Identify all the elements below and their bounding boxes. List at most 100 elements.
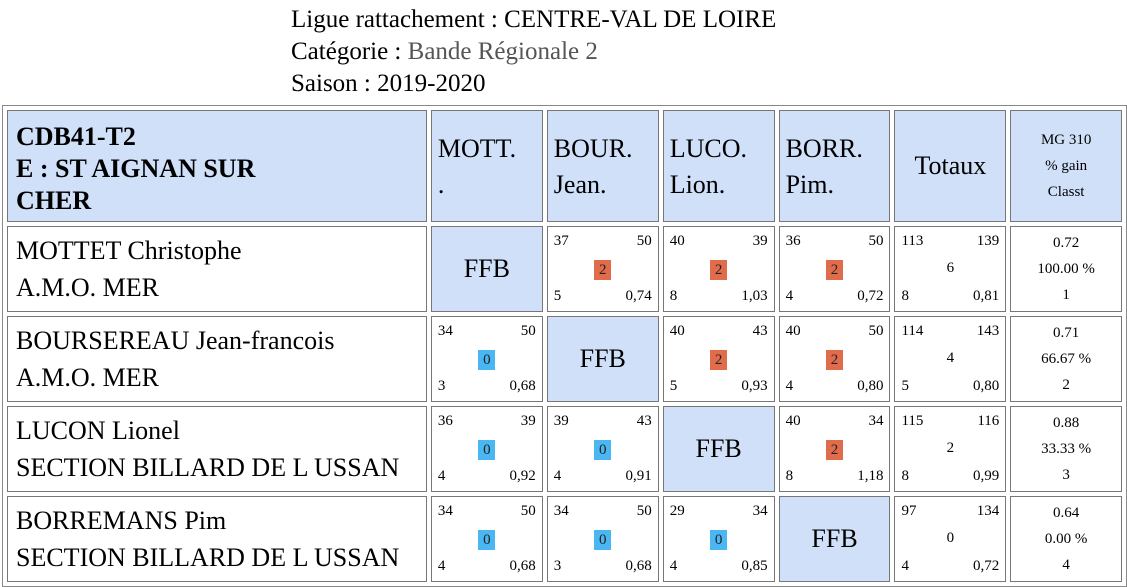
average: 0,68	[509, 558, 536, 574]
totals-cell: 115 116 2 8 0,99	[894, 406, 1007, 492]
total-points: 113	[901, 233, 924, 249]
average: 0,68	[509, 378, 536, 394]
points-scored: 39	[553, 413, 569, 429]
total-points: 114	[901, 323, 924, 339]
match-points-badge: 0	[478, 350, 496, 370]
mg-average: 0.71	[1053, 325, 1080, 341]
totaux-header: Totaux	[894, 110, 1007, 222]
totals-cell: 113 139 6 8 0,81	[894, 226, 1007, 312]
player-row: BOURSEREAU Jean-francois A.M.O. MER 34 50 0 3…	[7, 316, 1122, 402]
player-name: BORREMANS Pim	[16, 506, 227, 535]
match-cell: 34 50 0 3 0,68	[430, 316, 543, 402]
match-points-badge: 2	[826, 440, 844, 460]
mg-rank: 3	[1062, 467, 1070, 483]
match-cell: 36 50 2 4 0,72	[778, 226, 891, 312]
player-club: SECTION BILLARD DE L USSAN	[16, 453, 400, 482]
column-header-3: LUCO. Lion.	[662, 110, 775, 222]
mg-average: 0.88	[1053, 415, 1080, 431]
total-target: 134	[976, 503, 1000, 519]
match-cell: 29 34 0 4 0,85	[662, 496, 775, 582]
average: 0,74	[625, 288, 652, 304]
total-match-points: 2	[946, 440, 955, 456]
team-name-line-2: CHER	[16, 186, 92, 215]
total-target: 143	[976, 323, 1000, 339]
player-cell: LUCON Lionel SECTION BILLARD DE L USSAN	[7, 406, 427, 492]
player-row: MOTTET Christophe A.M.O. MER FFB 37 50 2 5 0,74…	[7, 226, 1122, 312]
mg-average: 0.72	[1053, 235, 1080, 251]
match-cell: 34 50 0 4 0,68	[430, 496, 543, 582]
mg-percent-gain: 0.00 %	[1044, 531, 1088, 547]
total-innings: 8	[901, 468, 909, 484]
ffb-cell: FFB	[430, 226, 543, 312]
categorie-line: Catégorie : Bande Régionale 2	[291, 36, 776, 68]
points-target: 39	[752, 233, 768, 249]
column-header-3-line-2: Lion.	[669, 170, 726, 199]
column-header-3-line-1: LUCO.	[669, 134, 747, 163]
points-target: 39	[520, 413, 536, 429]
innings: 4	[785, 378, 794, 394]
average: 1,03	[741, 288, 768, 304]
points-target: 34	[868, 413, 884, 429]
total-innings: 5	[901, 378, 909, 394]
ligue-label: Ligue rattachement :	[291, 6, 505, 33]
total-target: 139	[976, 233, 1000, 249]
points-target: 50	[520, 323, 536, 339]
match-cell: 37 50 2 5 0,74	[546, 226, 659, 312]
competition-header: Ligue rattachement : CENTRE-VAL DE LOIRE…	[291, 4, 776, 100]
player-cell: MOTTET Christophe A.M.O. MER	[7, 226, 427, 312]
points-scored: 40	[669, 323, 685, 339]
mg-cell: 0.64 0.00 % 4	[1010, 496, 1122, 582]
innings: 8	[785, 468, 794, 484]
total-points: 115	[901, 413, 924, 429]
average: 0,85	[741, 558, 768, 574]
average: 0,91	[625, 468, 652, 484]
ffb-cell: FFB	[662, 406, 775, 492]
player-club: A.M.O. MER	[16, 363, 160, 392]
match-cell: 40 43 2 5 0,93	[662, 316, 775, 402]
match-points-badge: 0	[594, 530, 612, 550]
points-target: 43	[752, 323, 768, 339]
mg-percent-gain: 100.00 %	[1037, 261, 1095, 277]
match-cell: 40 50 2 4 0,80	[778, 316, 891, 402]
team-code: CDB41-T2	[16, 122, 136, 151]
points-scored: 29	[669, 503, 685, 519]
header-row: CDB41-T2 E : ST AIGNAN SUR CHER MOTT. . …	[7, 110, 1122, 222]
column-header-4: BORR. Pim.	[778, 110, 891, 222]
total-average: 0,80	[973, 378, 1000, 394]
match-points-badge: 2	[710, 260, 728, 280]
total-innings: 8	[901, 288, 909, 304]
points-target: 50	[868, 323, 884, 339]
mg-percent-gain: 33.33 %	[1041, 441, 1092, 457]
innings: 4	[437, 468, 446, 484]
mg-rank: 4	[1062, 557, 1070, 573]
points-target: 34	[752, 503, 768, 519]
mg-header-line-3: Classt	[1047, 184, 1085, 200]
mg-cell: 0.88 33.33 % 3	[1010, 406, 1122, 492]
innings: 8	[669, 288, 678, 304]
results-table: CDB41-T2 E : ST AIGNAN SUR CHER MOTT. . …	[2, 105, 1127, 587]
mg-cell: 0.71 66.67 % 2	[1010, 316, 1122, 402]
mg-cell: 0.72 100.00 % 1	[1010, 226, 1122, 312]
player-name: LUCON Lionel	[16, 416, 180, 445]
column-header-4-line-1: BORR.	[785, 134, 863, 163]
ffb-cell: FFB	[778, 496, 891, 582]
column-header-2-line-2: Jean.	[553, 170, 607, 199]
match-points-badge: 0	[710, 530, 728, 550]
points-scored: 37	[553, 233, 569, 249]
mg-percent-gain: 66.67 %	[1041, 351, 1092, 367]
match-cell: 39 43 0 4 0,91	[546, 406, 659, 492]
points-scored: 34	[553, 503, 569, 519]
total-target: 116	[977, 413, 1000, 429]
match-cell: 40 34 2 8 1,18	[778, 406, 891, 492]
player-club: SECTION BILLARD DE L USSAN	[16, 543, 400, 572]
mg-header-line-2: % gain	[1045, 158, 1088, 174]
points-scored: 36	[785, 233, 801, 249]
match-cell: 40 39 2 8 1,03	[662, 226, 775, 312]
total-match-points: 0	[946, 530, 955, 546]
average: 0,68	[625, 558, 652, 574]
total-match-points: 4	[946, 350, 955, 366]
innings: 5	[553, 288, 562, 304]
points-scored: 40	[669, 233, 685, 249]
average: 0,92	[509, 468, 536, 484]
match-cell: 36 39 0 4 0,92	[430, 406, 543, 492]
